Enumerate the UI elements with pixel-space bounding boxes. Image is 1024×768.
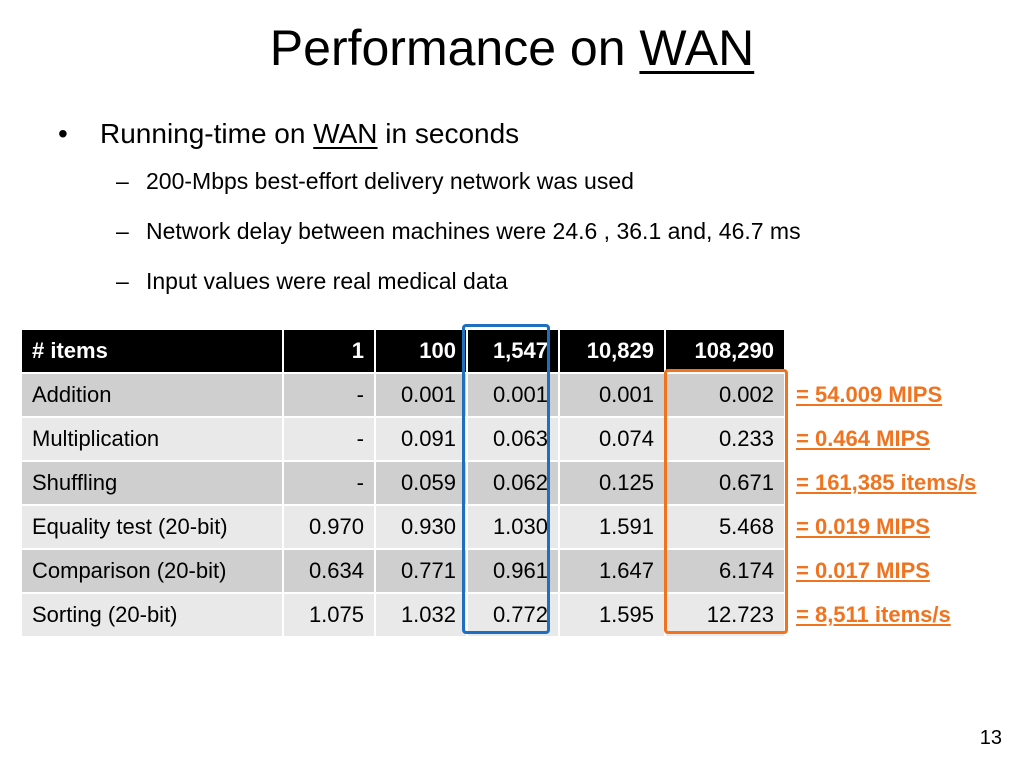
wan-performance-table: # items 1 100 1,547 10,829 108,290 Addit… [20, 328, 988, 638]
sub-bullet-text: Input values were real medical data [146, 268, 508, 294]
table-cell: 0.772 [466, 592, 560, 638]
row-label: Equality test (20-bit) [20, 504, 284, 550]
bullet-dot: • [58, 118, 68, 149]
table-cell: 0.634 [282, 548, 376, 594]
sub-bullet-text: 200-Mbps best-effort delivery network wa… [146, 168, 634, 194]
table-cell: 1.032 [374, 592, 468, 638]
bullet-dash: – [116, 218, 129, 244]
table-row: Addition - 0.001 0.001 0.001 0.002 = 54.… [20, 372, 988, 418]
table-cell: 1.075 [282, 592, 376, 638]
table-row: Sorting (20-bit) 1.075 1.032 0.772 1.595… [20, 592, 988, 638]
slide-title-prefix: Performance on [269, 20, 640, 76]
row-label: Comparison (20-bit) [20, 548, 284, 594]
table-cell: 0.771 [374, 548, 468, 594]
bullet-main-prefix: Running-time on [100, 118, 314, 149]
sub-bullet: – Network delay between machines were 24.… [58, 206, 801, 256]
table-cell: 0.001 [558, 372, 666, 418]
table-cell: 0.961 [466, 548, 560, 594]
table-header-cell: 1,547 [466, 328, 560, 374]
column-highlight-108290 [664, 369, 788, 634]
table-row: Multiplication - 0.091 0.063 0.074 0.233… [20, 416, 988, 462]
row-label: Shuffling [20, 460, 284, 506]
row-label: Addition [20, 372, 284, 418]
bullet-dash: – [116, 168, 129, 194]
table-header-cell: 1 [282, 328, 376, 374]
table-cell: 1.595 [558, 592, 666, 638]
row-label: Multiplication [20, 416, 284, 462]
table-row: Shuffling - 0.059 0.062 0.125 0.671 = 16… [20, 460, 988, 506]
throughput-note: = 0.464 MIPS [785, 417, 988, 461]
sub-bullet: –200-Mbps best-effort delivery network w… [58, 156, 801, 206]
bullet-dash: – [116, 268, 129, 294]
column-highlight-1547 [462, 324, 550, 634]
sub-bullet: – Input values were real medical data [58, 256, 801, 306]
table-cell: 0.091 [374, 416, 468, 462]
table-cell: 0.062 [466, 460, 560, 506]
bullet-main-suffix: in seconds [377, 118, 520, 149]
table-cell: 0.059 [374, 460, 468, 506]
table-cell: 0.125 [558, 460, 666, 506]
table-header-blank [785, 329, 988, 373]
throughput-note: = 0.017 MIPS [785, 549, 988, 593]
table-header-row: # items 1 100 1,547 10,829 108,290 [20, 328, 988, 374]
table-cell: 1.591 [558, 504, 666, 550]
table-cell: - [282, 372, 376, 418]
table-cell: 0.063 [466, 416, 560, 462]
throughput-note: = 8,511 items/s [785, 593, 988, 637]
sub-bullet-text: Network delay between machines were 24.6… [146, 218, 801, 244]
bullet-main-underlined: WAN [313, 118, 378, 149]
row-label: Sorting (20-bit) [20, 592, 284, 638]
table-cell: - [282, 460, 376, 506]
table-cell: 0.074 [558, 416, 666, 462]
table-cell: 0.930 [374, 504, 468, 550]
throughput-note: = 0.019 MIPS [785, 505, 988, 549]
bullet-main-text: Running-time on WAN in seconds [100, 112, 519, 156]
table-header-cell: 108,290 [664, 328, 786, 374]
table-row: Equality test (20-bit) 0.970 0.930 1.030… [20, 504, 988, 550]
table-cell: 0.001 [466, 372, 560, 418]
slide-title: Performance on WAN [0, 14, 1024, 82]
table-row: Comparison (20-bit) 0.634 0.771 0.961 1.… [20, 548, 988, 594]
table-cell: 1.647 [558, 548, 666, 594]
throughput-note: = 54.009 MIPS [785, 373, 988, 417]
table-header-cell: 10,829 [558, 328, 666, 374]
table-cell: 0.970 [282, 504, 376, 550]
table-cell: - [282, 416, 376, 462]
page-number: 13 [979, 727, 1002, 749]
throughput-note: = 161,385 items/s [785, 461, 988, 505]
table-cell: 0.002 [664, 372, 786, 418]
table-header-cell: 100 [374, 328, 468, 374]
bullet-main: • Running-time on WAN in seconds [58, 112, 801, 156]
bullet-list: • Running-time on WAN in seconds –200-Mb… [58, 112, 801, 306]
table-cell: 5.468 [664, 504, 786, 550]
table-header-cell: # items [20, 328, 284, 374]
table-cell: 0.671 [664, 460, 786, 506]
table-cell: 0.001 [374, 372, 468, 418]
table-cell: 1.030 [466, 504, 560, 550]
slide-title-underlined: WAN [639, 20, 755, 76]
